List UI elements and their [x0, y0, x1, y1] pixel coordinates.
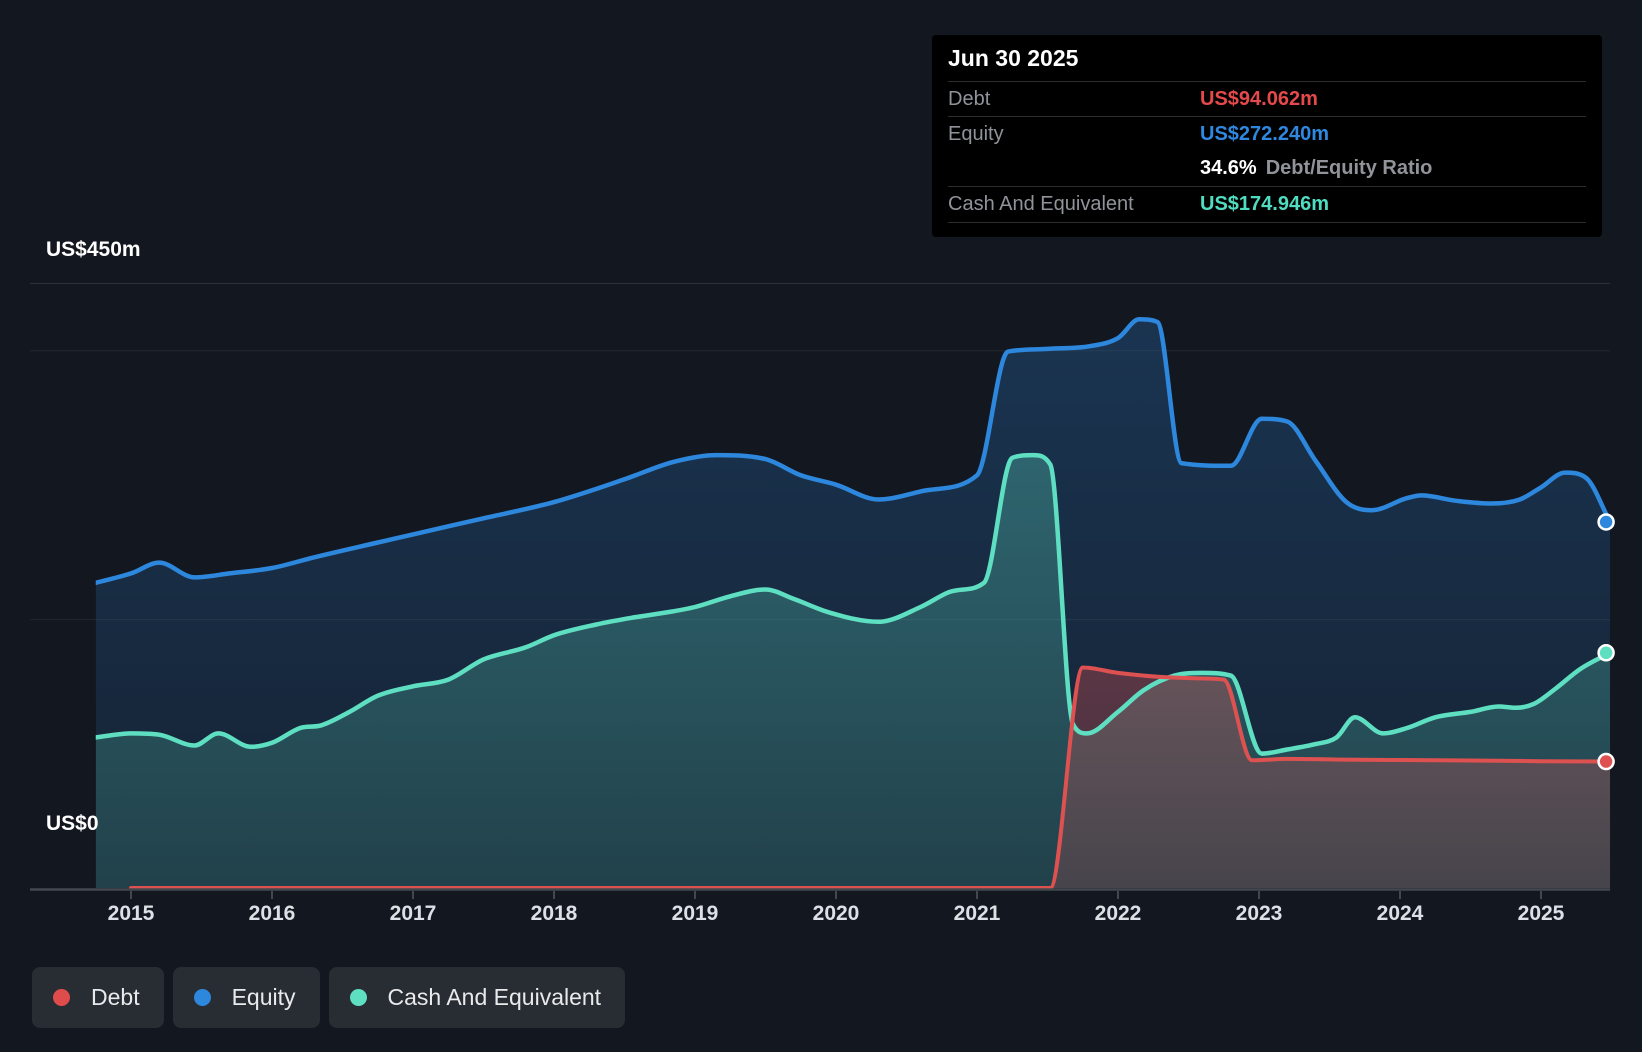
x-axis-label-2024: 2024 [1376, 902, 1424, 925]
legend-chip-equity[interactable]: Equity [172, 967, 320, 1028]
x-axis-label-2022: 2022 [1094, 902, 1142, 925]
debt-line [129, 665, 1611, 891]
x-axis-label-2016: 2016 [248, 902, 296, 925]
tooltip-debt-value: US$94.062m [1200, 87, 1318, 110]
x-axis-label-2023: 2023 [1235, 902, 1283, 925]
debt-endpoint-marker[interactable] [1597, 752, 1615, 771]
tooltip-debt-row: Debt US$94.062m [948, 82, 1586, 117]
tooltip-equity-row: Equity US$272.240m [948, 117, 1586, 151]
tooltip-ratio-row: 34.6% Debt/Equity Ratio [948, 151, 1586, 187]
x-axis-label-2018: 2018 [530, 902, 578, 925]
legend-chip-debt[interactable]: Debt [32, 967, 164, 1028]
x-axis-label-2025: 2025 [1517, 902, 1565, 925]
x-axis-label-2021: 2021 [953, 902, 1001, 925]
equity-legend-dot-icon [193, 989, 211, 1006]
legend-label-equity: Equity [231, 984, 296, 1010]
chart-legend: Debt Equity Cash And Equivalent [32, 967, 626, 1028]
tooltip-date: Jun 30 2025 [948, 35, 1586, 82]
x-axis-label-2019: 2019 [671, 902, 719, 925]
tooltip-cash-label: Cash And Equivalent [948, 193, 1134, 215]
equity-endpoint-marker[interactable] [1597, 513, 1615, 531]
x-axis-label-2020: 2020 [812, 902, 860, 925]
chart-tooltip: Jun 30 2025 Debt US$94.062m Equity US$27… [932, 35, 1602, 237]
tooltip-cash-value: US$174.946m [1200, 193, 1329, 215]
legend-chip-cash[interactable]: Cash And Equivalent [328, 967, 626, 1028]
debt-legend-dot-icon [53, 989, 70, 1006]
tooltip-equity-label: Equity [948, 122, 1004, 145]
x-axis-label-2017: 2017 [389, 902, 437, 925]
x-axis-label-2015: 2015 [107, 902, 155, 925]
equity-line [95, 317, 1611, 586]
debt-area [131, 667, 1611, 889]
tooltip-equity-value: US$272.240m [1200, 122, 1329, 145]
cash-endpoint-marker[interactable] [1597, 644, 1615, 662]
cash-legend-dot-icon [349, 989, 367, 1006]
y-axis-label-top: US$450m [46, 238, 141, 261]
tooltip-debt-label: Debt [948, 87, 991, 110]
tooltip-cash-row: Cash And Equivalent US$174.946m [948, 187, 1586, 223]
y-axis-label-bottom: US$0 [46, 812, 99, 835]
cash-line [95, 452, 1611, 756]
tooltip-ratio: 34.6% Debt/Equity Ratio [1200, 157, 1433, 179]
legend-label-cash: Cash And Equivalent [387, 984, 602, 1010]
legend-label-debt: Debt [91, 984, 140, 1010]
